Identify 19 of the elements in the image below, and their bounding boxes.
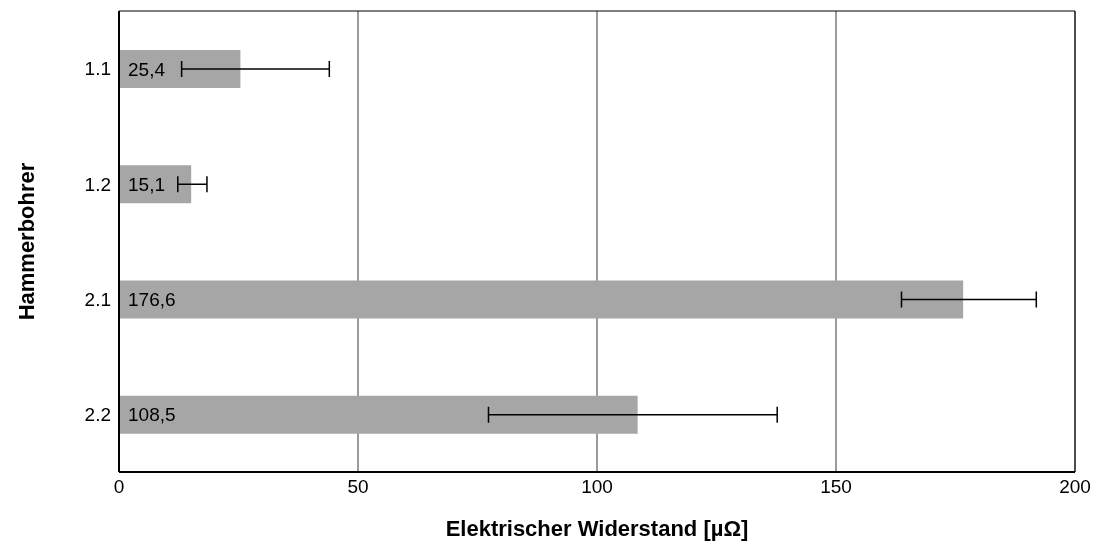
- x-tick-label: 150: [820, 476, 852, 498]
- data-label: 25,4: [128, 58, 166, 80]
- y-tick-label: 2.1: [84, 288, 111, 310]
- x-axis-title: Elektrischer Widerstand [µΩ]: [445, 516, 749, 541]
- data-label: 176,6: [128, 289, 176, 310]
- y-axis-title: Hammerbohrer: [13, 162, 39, 321]
- y-tick-label: 2.2: [84, 404, 111, 426]
- x-tick-label: 100: [581, 476, 613, 498]
- bar: [119, 165, 192, 204]
- x-tick-label: 50: [347, 476, 369, 498]
- x-tick-label: 200: [1059, 476, 1091, 498]
- x-tick-label: 0: [113, 476, 125, 498]
- y-tick-label: 1.1: [84, 58, 111, 80]
- data-label: 15,1: [128, 173, 165, 195]
- y-tick-label: 1.2: [84, 173, 111, 195]
- bar: [119, 50, 241, 88]
- data-label: 108,5: [128, 404, 176, 426]
- bar: [119, 280, 964, 319]
- bar: [119, 395, 638, 434]
